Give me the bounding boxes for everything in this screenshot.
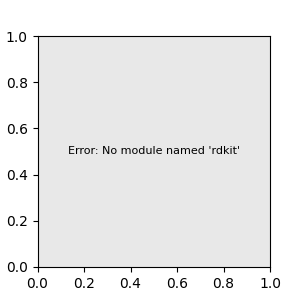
Text: Error: No module named 'rdkit': Error: No module named 'rdkit': [68, 146, 240, 157]
